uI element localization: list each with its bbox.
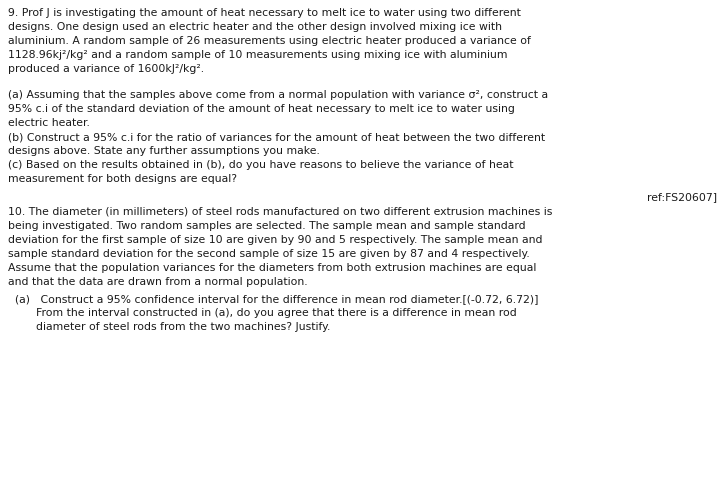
Text: 9. Prof J is investigating the amount of heat necessary to melt ice to water usi: 9. Prof J is investigating the amount of…	[8, 8, 521, 18]
Text: deviation for the first sample of size 10 are given by 90 and 5 respectively. Th: deviation for the first sample of size 1…	[8, 235, 542, 245]
Text: (a)   Construct a 95% confidence interval for the difference in mean rod diamete: (a) Construct a 95% confidence interval …	[8, 294, 539, 304]
Text: measurement for both designs are equal?: measurement for both designs are equal?	[8, 174, 237, 184]
Text: ref:FS20607]: ref:FS20607]	[647, 192, 717, 202]
Text: (a) Assuming that the samples above come from a normal population with variance : (a) Assuming that the samples above come…	[8, 90, 548, 100]
Text: diameter of steel rods from the two machines? Justify.: diameter of steel rods from the two mach…	[8, 322, 331, 332]
Text: electric heater.: electric heater.	[8, 118, 90, 128]
Text: aluminium. A random sample of 26 measurements using electric heater produced a v: aluminium. A random sample of 26 measure…	[8, 36, 531, 46]
Text: sample standard deviation for the second sample of size 15 are given by 87 and 4: sample standard deviation for the second…	[8, 249, 530, 259]
Text: designs. One design used an electric heater and the other design involved mixing: designs. One design used an electric hea…	[8, 22, 502, 32]
Text: From the interval constructed in (a), do you agree that there is a difference in: From the interval constructed in (a), do…	[8, 308, 517, 318]
Text: 1128.96kj²/kg² and a random sample of 10 measurements using mixing ice with alum: 1128.96kj²/kg² and a random sample of 10…	[8, 50, 508, 60]
Text: being investigated. Two random samples are selected. The sample mean and sample : being investigated. Two random samples a…	[8, 221, 526, 231]
Text: Assume that the population variances for the diameters from both extrusion machi: Assume that the population variances for…	[8, 263, 536, 273]
Text: 95% c.i of the standard deviation of the amount of heat necessary to melt ice to: 95% c.i of the standard deviation of the…	[8, 104, 515, 114]
Text: (b) Construct a 95% c.i for the ratio of variances for the amount of heat betwee: (b) Construct a 95% c.i for the ratio of…	[8, 132, 545, 142]
Text: 10. The diameter (in millimeters) of steel rods manufactured on two different ex: 10. The diameter (in millimeters) of ste…	[8, 207, 552, 217]
Text: designs above. State any further assumptions you make.: designs above. State any further assumpt…	[8, 146, 320, 156]
Text: produced a variance of 1600kJ²/kg².: produced a variance of 1600kJ²/kg².	[8, 64, 204, 74]
Text: (c) Based on the results obtained in (b), do you have reasons to believe the var: (c) Based on the results obtained in (b)…	[8, 160, 513, 170]
Text: and that the data are drawn from a normal population.: and that the data are drawn from a norma…	[8, 277, 307, 287]
